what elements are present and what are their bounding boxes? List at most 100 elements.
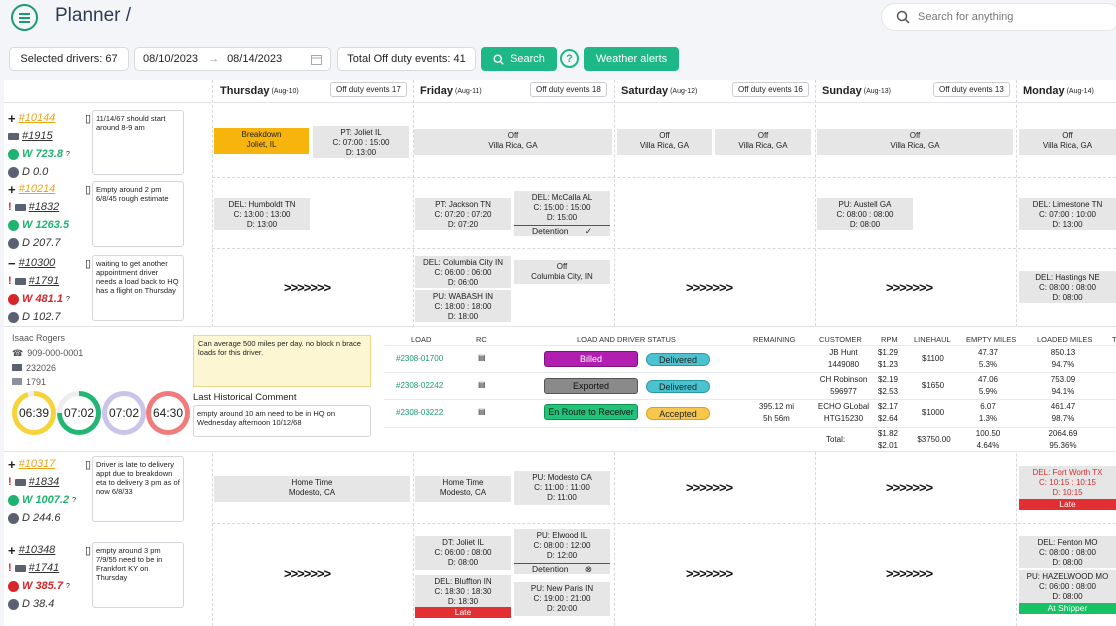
load-status-badge[interactable]: Exported [544,378,638,394]
col-header-loaded-miles: LOADED MILES [1037,335,1093,344]
truck-id-link[interactable]: #1832 [28,201,60,213]
driver-note[interactable]: 11/14/67 should start around 8-9 am [92,110,184,175]
load-status-badge[interactable]: Billed [544,351,638,367]
driver-card: + #10144 ▯ #1915 W 723.8? D 0.0 [8,109,91,181]
off-duty-events-sunday[interactable]: Off duty events 13 [933,82,1010,97]
driver-phone: ☎ 909-000-0001 [12,348,84,358]
event-off[interactable]: Off Villa Rica, GA [1019,129,1116,155]
event-pickup[interactable]: PU: Austell GA C: 08:00 : 08:00 D: 08:00 [817,198,913,230]
event-home-time[interactable]: Home Time Modesto, CA [415,476,511,502]
loaded-miles-value: 753.09 94.1% [1050,375,1076,396]
add-icon[interactable]: + [8,456,16,472]
event-off[interactable]: Off Villa Rica, GA [817,129,1013,155]
help-icon[interactable]: ? [72,496,76,504]
date-to: 08/14/2023 [227,53,283,65]
add-icon[interactable]: + [8,181,16,197]
event-home-time[interactable]: Home Time Modesto, CA [214,476,410,502]
event-delivery[interactable]: DEL: McCalla AL C: 15:00 : 15:00 D: 15:00 D… [514,191,610,236]
truck-id-link[interactable]: #1791 [28,275,60,287]
menu-button[interactable] [11,4,38,31]
driver-status-pill[interactable]: Delivered [646,353,710,366]
event-pickup[interactable]: PU: WABASH IN C: 18:00 : 18:00 D: 18:00 [415,290,511,322]
load-status-badge[interactable]: En Route to Receiver [544,404,638,420]
event-pickup[interactable]: PT: Jackson TN C: 07:20 : 07:20 D: 07:20 [415,198,511,230]
event-off[interactable]: Off Columbia City, IN [514,260,610,284]
rate-confirmation-icon[interactable]: ▤ [478,380,486,389]
clipboard-icon[interactable]: ▯ [84,112,91,125]
search-input[interactable] [918,11,1098,23]
event-off[interactable]: Off Villa Rica, GA [617,129,712,155]
driver-comment[interactable]: Can average 500 miles per day. no block … [193,335,371,387]
event-breakdown[interactable]: Breakdown Joliet, IL [214,128,309,154]
total-rpm: $1.82 $2.01 [877,429,899,450]
event-off[interactable]: Off Villa Rica, GA [414,129,612,155]
driver-id-link[interactable]: #10317 [18,458,56,470]
driver-id-link[interactable]: #10144 [18,112,56,124]
rate-confirmation-icon[interactable]: ▤ [478,353,486,362]
driver-weekly-hours: W 723.8 [22,148,63,160]
day-header-thursday: Thursday (Aug-10) [220,85,299,97]
off-duty-events-thursday[interactable]: Off duty events 17 [330,82,407,97]
driver-note[interactable]: Empty around 2 pm 6/8/45 rough estimate [92,181,184,247]
date-range-picker[interactable]: 08/10/2023 → 08/14/2023 [134,47,331,71]
event-pickup[interactable]: PT: Joliet IL C: 07:00 : 15:00 D: 13:00 [313,126,409,158]
clipboard-icon[interactable]: ▯ [84,544,91,557]
help-icon[interactable]: ? [560,49,579,68]
off-duty-events-saturday[interactable]: Off duty events 16 [732,82,809,97]
driver-status-pill[interactable]: Accepted [646,407,710,420]
driver-id-link[interactable]: #10214 [18,183,56,195]
help-icon[interactable]: ? [65,150,70,158]
event-delivery[interactable]: DEL: Hastings NE C: 08:00 : 08:00 D: 08:00 [1019,271,1116,303]
event-delivery[interactable]: DEL: Columbia City IN C: 06:00 : 06:00 D: … [415,256,511,288]
clipboard-icon[interactable]: ▯ [84,257,91,270]
global-search[interactable] [881,3,1116,31]
load-link[interactable]: #2308-03222 [396,408,444,417]
col-header-rc: RC [476,335,487,344]
driver-note[interactable]: waiting to get another appointment drive… [92,255,184,321]
event-pickup[interactable]: PU: Elwood IL C: 08:00 : 12:00 D: 12:00 Det… [514,529,610,574]
event-delivery[interactable]: DT: Joliet IL C: 06:00 : 08:00 D: 08:00 [415,536,511,570]
driver-id-link[interactable]: #10348 [18,544,56,556]
event-pickup[interactable]: PU: New Paris IN C: 19:00 : 21:00 D: 20:00 [514,582,610,616]
event-delivery[interactable]: DEL: Humboldt TN C: 13:00 : 13:00 D: 13:00 [214,198,310,230]
clipboard-icon[interactable]: ▯ [84,183,91,196]
weather-alerts-label: Weather alerts [595,53,668,65]
truck-id-link[interactable]: #1834 [28,476,60,488]
off-duty-events-friday[interactable]: Off duty events 18 [530,82,607,97]
event-pickup[interactable]: PU: Modesto CA C: 11:00 : 11:00 D: 11:00 [514,471,610,505]
grid-line [614,452,615,626]
add-icon[interactable]: + [8,110,16,126]
search-button[interactable]: Search [481,47,557,71]
load-link[interactable]: #2308-02242 [396,381,444,390]
truck-id-link[interactable]: #1741 [28,562,60,574]
driver-id-link[interactable]: #10300 [18,257,56,269]
weather-alerts-button[interactable]: Weather alerts [584,47,679,71]
event-delivery-late[interactable]: DEL: Fort Worth TX C: 10:15 : 10:15 D: 10:… [1019,466,1116,510]
event-pickup-at-shipper[interactable]: PU: HAZELWOOD MO C: 06:00 : 08:00 D: 08:00… [1019,570,1116,614]
event-delivery[interactable]: DEL: Limestone TN C: 07:00 : 10:00 D: 13:0… [1019,198,1116,230]
driver-note[interactable]: Driver is late to delivery appt due to b… [92,456,184,522]
collapse-icon[interactable]: − [8,255,16,271]
driver-daily-hours: D 207.7 [22,237,61,249]
load-link[interactable]: #2308-01700 [396,354,444,363]
event-delivery[interactable]: DEL: Fenton MO C: 08:00 : 08:00 D: 08:00 [1019,536,1116,568]
add-icon[interactable]: + [8,542,16,558]
help-icon[interactable]: ? [65,295,70,303]
event-delivery-late[interactable]: DEL: Bluffton IN C: 18:30 : 18:30 D: 18:30… [415,575,511,618]
late-status: Late [1019,499,1116,510]
rate-confirmation-icon[interactable]: ▤ [478,407,486,416]
rpm-value: $2.19 $2.53 [877,375,899,396]
driver-status-pill[interactable]: Delivered [646,380,710,393]
close-circle-icon[interactable]: ⊗ [584,564,592,574]
driver-note[interactable]: empty around 3 pm 7/9/55 need to be in F… [92,542,184,608]
selected-drivers-button[interactable]: Selected drivers: 67 [9,47,129,71]
clipboard-icon[interactable]: ▯ [84,458,91,471]
truck-icon [14,478,26,486]
event-off[interactable]: Off Villa Rica, GA [715,129,811,155]
total-off-duty-label: Total Off duty events: 41 [347,53,466,65]
help-icon[interactable]: ? [65,582,70,590]
truck-id-link[interactable]: #1915 [22,130,53,142]
total-loaded-miles: 2064.69 95.36% [1048,429,1078,450]
speed-icon [8,219,19,231]
page-title: Planner / [55,5,132,26]
